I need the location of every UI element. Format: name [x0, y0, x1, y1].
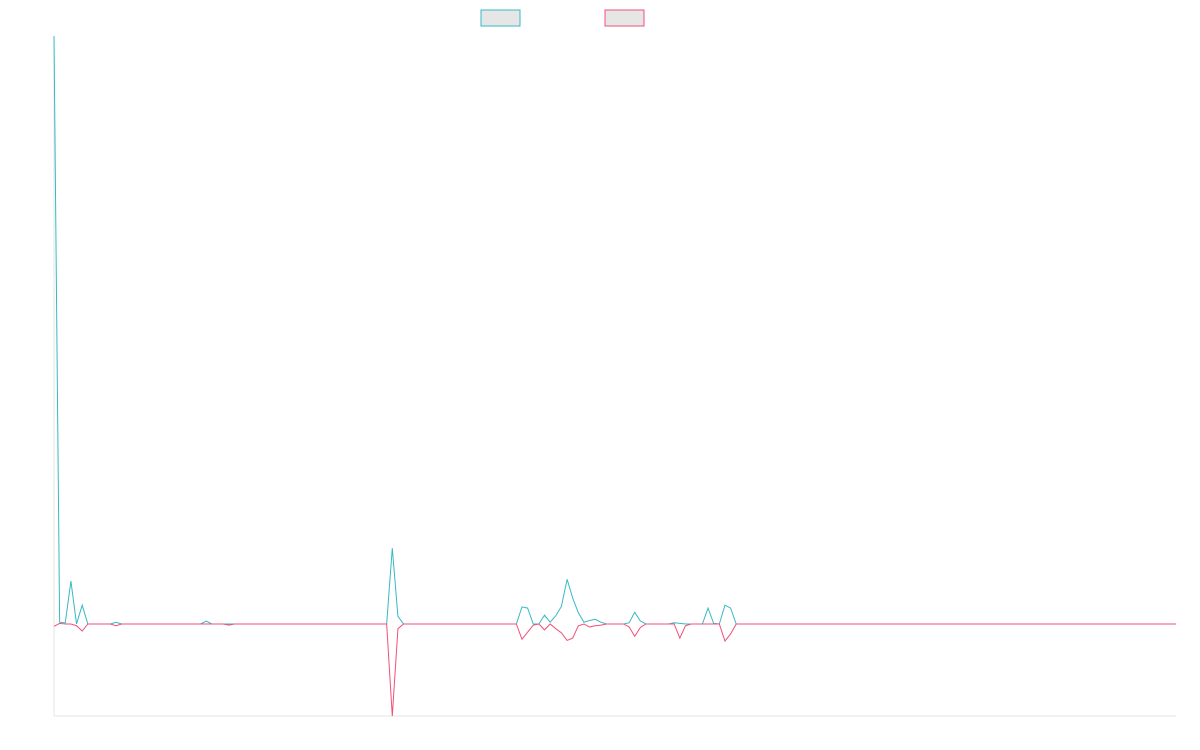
legend-swatch: [480, 9, 521, 27]
line-series: [53, 622, 1176, 717]
line-series: [53, 35, 1176, 625]
legend-swatch: [604, 9, 645, 27]
